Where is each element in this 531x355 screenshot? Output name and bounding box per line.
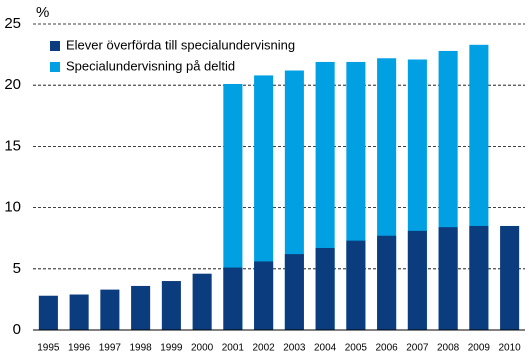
y-tick-label: 25: [4, 15, 21, 32]
x-tick-label: 2008: [437, 343, 460, 354]
x-tick-label: 2006: [376, 343, 399, 354]
x-tick-label: 2009: [468, 343, 491, 354]
y-tick-label: 10: [4, 199, 21, 216]
bar: [377, 235, 397, 330]
x-tick-label: 1996: [68, 343, 91, 354]
y-axis-unit: %: [36, 4, 49, 21]
x-tick-label: 1998: [130, 343, 153, 354]
bar: [223, 267, 243, 330]
bar: [438, 227, 458, 330]
bar: [131, 285, 151, 330]
bar: [407, 230, 427, 330]
y-tick-label: 0: [13, 321, 21, 338]
bar: [69, 294, 89, 330]
bar: [284, 254, 304, 330]
x-tick-label: 1997: [99, 343, 122, 354]
x-tick-label: 1999: [160, 343, 183, 354]
bar: [315, 247, 335, 330]
bar: [161, 281, 181, 330]
x-tick-label: 1995: [37, 343, 60, 354]
x-tick-label: 2007: [406, 343, 429, 354]
legend-label: Elever överförda till specialundervisnin…: [66, 37, 295, 52]
legend-label: Specialundervisning på deltid: [66, 58, 235, 73]
x-tick-label: 2003: [283, 343, 306, 354]
y-tick-label: 15: [4, 137, 21, 154]
x-tick-label: 2005: [345, 343, 368, 354]
x-tick-label: 2010: [499, 343, 522, 354]
bar: [469, 225, 489, 330]
bar: [500, 225, 520, 330]
y-tick-label: 5: [13, 260, 21, 277]
x-tick-label: 2004: [314, 343, 337, 354]
bar: [38, 295, 58, 330]
x-tick-label: 2001: [222, 343, 245, 354]
bar: [192, 273, 212, 330]
bar: [346, 240, 366, 330]
y-tick-label: 20: [4, 76, 21, 93]
x-tick-label: 2002: [253, 343, 276, 354]
x-tick-label: 2000: [191, 343, 214, 354]
legend-swatch: [50, 41, 60, 51]
bar: [100, 289, 120, 330]
legend-swatch: [50, 62, 60, 72]
bar: [254, 261, 274, 330]
